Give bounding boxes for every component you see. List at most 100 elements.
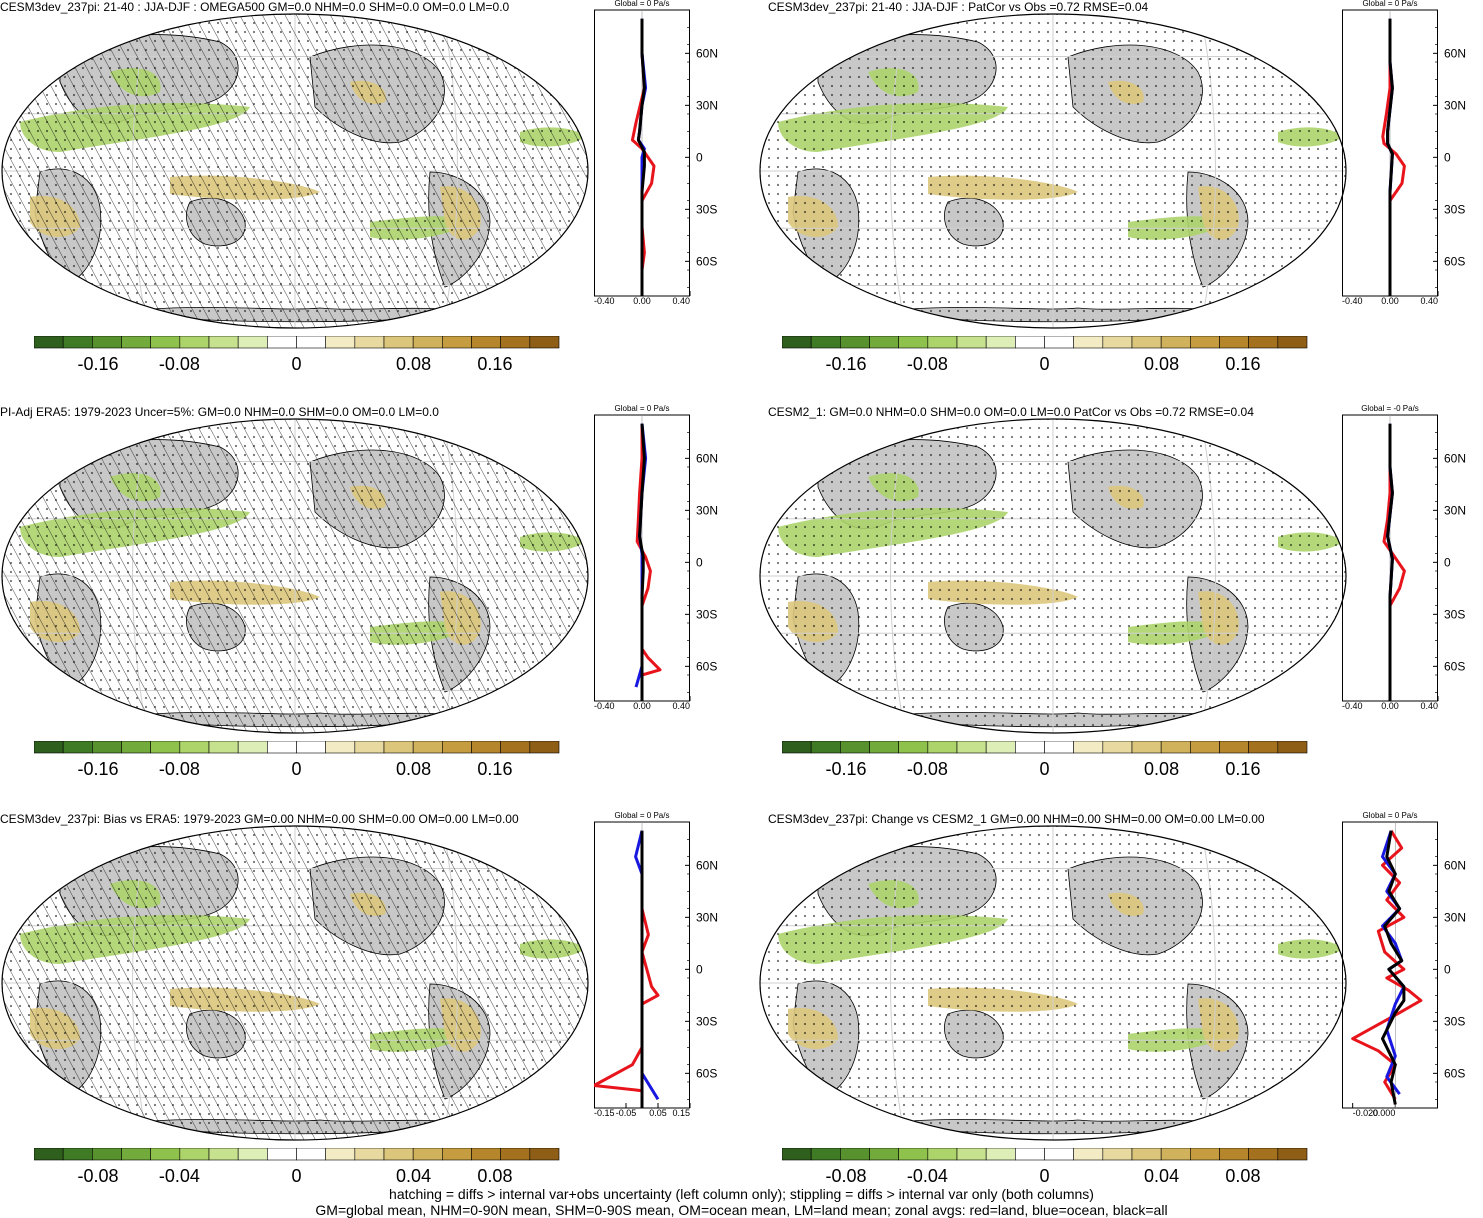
colorbar-swatch bbox=[898, 741, 929, 754]
zonal-lat-label: 60N bbox=[696, 858, 718, 872]
hatching bbox=[2, 826, 588, 1140]
colorbar-tick-label: -0.16 bbox=[826, 354, 867, 374]
colorbar-swatch bbox=[1277, 336, 1308, 349]
stippling bbox=[760, 826, 1346, 1140]
colorbar-swatch bbox=[267, 741, 297, 754]
zonal-line-land bbox=[1382, 423, 1406, 701]
colorbar-swatch bbox=[1015, 336, 1045, 349]
colorbar-swatch bbox=[1102, 741, 1133, 754]
colorbar-swatch bbox=[62, 336, 93, 349]
colorbar-swatch bbox=[1190, 1148, 1220, 1161]
zonal-x-label: -0.40 bbox=[594, 296, 615, 306]
zonal-x-label: 0.00 bbox=[1381, 296, 1399, 306]
colorbar-swatch bbox=[150, 1148, 181, 1161]
stippling bbox=[760, 14, 1346, 328]
zonal-lat-label: 60S bbox=[696, 659, 717, 673]
colorbar-swatch bbox=[529, 1148, 560, 1161]
map bbox=[759, 418, 1347, 734]
colorbar-swatch bbox=[92, 336, 122, 349]
colorbar-swatch bbox=[296, 1148, 326, 1161]
zonal-x-label: -0.40 bbox=[594, 701, 615, 711]
colorbar-tick-label: 0.08 bbox=[477, 1166, 512, 1186]
colorbar: -0.08 -0.04 0 0.04 0.08 bbox=[34, 1148, 560, 1186]
colorbar-swatch bbox=[267, 1148, 297, 1161]
colorbar-swatch bbox=[1073, 741, 1104, 754]
hatching bbox=[2, 419, 588, 733]
colorbar-tick-label: -0.16 bbox=[826, 759, 867, 779]
colorbar-swatch bbox=[1015, 741, 1045, 754]
zonal-lat-label: 30S bbox=[1444, 1014, 1465, 1028]
colorbar-swatch bbox=[208, 741, 239, 754]
zonal-lat-label: 60S bbox=[1444, 659, 1465, 673]
colorbar-swatch bbox=[121, 336, 151, 349]
colorbar-swatch bbox=[529, 336, 560, 349]
colorbar-swatch bbox=[1073, 1148, 1104, 1161]
panel-model-patcor: CESM3dev_237pi: 21-40 : JJA-DJF : PatCor… bbox=[748, 0, 1483, 405]
zonal-x-label: 0.40 bbox=[1420, 296, 1438, 306]
colorbar-swatch bbox=[34, 1148, 64, 1161]
colorbar-swatch bbox=[1190, 741, 1220, 754]
colorbar: -0.16 -0.08 0 0.08 0.16 bbox=[782, 741, 1308, 779]
colorbar-swatch bbox=[1073, 336, 1104, 349]
zonal-header: Global = 0 Pa/s bbox=[615, 812, 670, 820]
colorbar-tick-label: -0.08 bbox=[826, 1166, 867, 1186]
colorbar-swatch bbox=[267, 336, 297, 349]
colorbar-swatch bbox=[782, 1148, 812, 1161]
zonal-header: Global = -0 Pa/s bbox=[1361, 405, 1419, 413]
panel-title: CESM2_1: GM=0.0 NHM=0.0 SHM=0.0 OM=0.0 L… bbox=[768, 405, 1254, 419]
zonal-header: Global = 0 Pa/s bbox=[1363, 0, 1418, 8]
colorbar-swatch bbox=[121, 741, 151, 754]
colorbar-swatch bbox=[840, 336, 870, 349]
colorbar-swatch bbox=[500, 336, 531, 349]
map-outline bbox=[759, 13, 1347, 329]
colorbar-swatch bbox=[1219, 741, 1249, 754]
hatching bbox=[2, 14, 588, 328]
panel-title: CESM3dev_237pi: Change vs CESM2_1 GM=0.0… bbox=[768, 812, 1265, 826]
zonal-line-land bbox=[594, 830, 660, 1108]
colorbar-swatch bbox=[1160, 1148, 1191, 1161]
colorbar-tick-label: 0 bbox=[1039, 1166, 1049, 1186]
colorbar-tick-label: 0.16 bbox=[477, 354, 512, 374]
colorbar-tick-label: 0.08 bbox=[396, 354, 431, 374]
colorbar-swatch bbox=[898, 336, 929, 349]
zonal-x-label: 0.00 bbox=[1381, 701, 1399, 711]
colorbar-swatch bbox=[150, 336, 181, 349]
colorbar-swatch bbox=[810, 1148, 841, 1161]
colorbar-swatch bbox=[840, 741, 870, 754]
colorbar-tick-label: -0.08 bbox=[159, 759, 200, 779]
map bbox=[1, 418, 589, 734]
zonal-lat-label: 60N bbox=[696, 46, 718, 60]
colorbar-tick-label: 0 bbox=[291, 1166, 301, 1186]
colorbar-swatch bbox=[840, 1148, 870, 1161]
colorbar-swatch bbox=[412, 741, 443, 754]
zonal-lat-label: 30N bbox=[1444, 503, 1466, 517]
zonal-lat-label: 30N bbox=[696, 98, 718, 112]
zonal-lat-label: 60N bbox=[696, 451, 718, 465]
colorbar-tick-label: -0.04 bbox=[159, 1166, 200, 1186]
colorbar-swatch bbox=[985, 336, 1016, 349]
panel-title: CESM3dev_237pi: 21-40 : JJA-DJF : OMEGA5… bbox=[0, 0, 510, 14]
colorbar-tick-label: -0.16 bbox=[78, 354, 119, 374]
colorbar-swatch bbox=[34, 741, 64, 754]
zonal-x-label: -0.05 bbox=[616, 1108, 637, 1118]
colorbar-swatch bbox=[1044, 336, 1074, 349]
colorbar-swatch bbox=[383, 741, 414, 754]
colorbar-swatch bbox=[179, 1148, 210, 1161]
zonal-x-label: 0.15 bbox=[672, 1108, 690, 1118]
zonal-x-label: -0.15 bbox=[594, 1108, 615, 1118]
map-outline bbox=[759, 825, 1347, 1141]
map bbox=[1, 13, 589, 329]
zonal-lat-label: 0 bbox=[696, 962, 703, 976]
zonal-x-label: 0.40 bbox=[1420, 701, 1438, 711]
footer-line-1: hatching = diffs > internal var+obs unce… bbox=[389, 1186, 1094, 1202]
colorbar-swatch bbox=[1102, 336, 1133, 349]
map bbox=[759, 13, 1347, 329]
map-outline bbox=[1, 825, 589, 1141]
zonal-lat-label: 60N bbox=[1444, 858, 1466, 872]
zonal-lat-label: 30N bbox=[696, 910, 718, 924]
colorbar-tick-label: 0 bbox=[1039, 759, 1049, 779]
zonal-lat-label: 0 bbox=[1444, 150, 1451, 164]
colorbar-swatch bbox=[208, 336, 239, 349]
colorbar-swatch bbox=[1160, 336, 1191, 349]
zonal-lat-label: 0 bbox=[1444, 555, 1451, 569]
